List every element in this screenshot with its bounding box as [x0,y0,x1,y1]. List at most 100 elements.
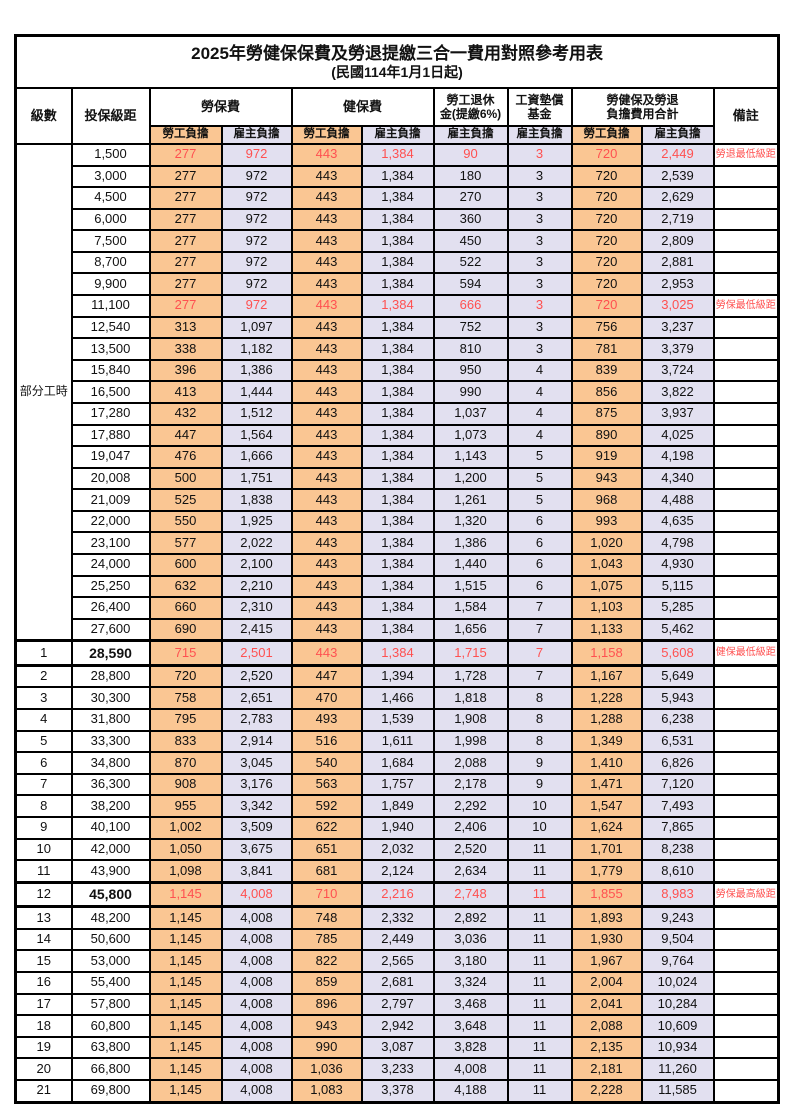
level-cell: 1 [14,639,73,667]
bracket-cell: 30,300 [70,686,151,711]
cell: 180 [432,164,509,189]
cell: 2,178 [432,772,509,797]
cell: 720 [570,294,643,318]
cell: 11 [506,1035,573,1060]
cell: 4,008 [220,880,293,909]
bracket-cell: 33,300 [70,729,151,754]
cell: 1,384 [360,272,435,297]
cell: 270 [432,186,509,210]
cell: 3,087 [360,1035,435,1060]
remark-cell [712,1035,780,1060]
table-row: 16 55,400 1,145 4,008 859 2,681 3,324 11 2,004 10… [14,971,780,995]
table-row: 22,000 550 1,925 443 1,384 1,320 6 993 4,635 [16,509,780,534]
cell: 2,539 [640,164,715,189]
remark-cell [712,358,780,383]
cell: 1,384 [360,207,435,232]
remark-cell [712,859,780,884]
table-row: 19 63,800 1,145 4,008 990 3,087 3,828 11 2,135 10… [14,1035,780,1060]
table-row: 部分工時 1,500 277 972 443 1,384 90 3 720 2,449 勞退最低級距 [14,143,780,642]
cell: 443 [290,315,363,340]
cell: 660 [148,596,223,620]
bracket-cell: 11,100 [70,294,151,318]
cell: 1,145 [148,905,223,930]
cell: 1,384 [360,358,435,383]
remark-cell [712,729,780,754]
table-row: 21,009 525 1,838 443 1,384 1,261 5 968 4,488 [16,488,780,512]
cell: 870 [148,751,223,775]
bracket-cell: 6,000 [70,207,151,232]
cell: 990 [290,1035,363,1060]
cell: 2,520 [432,837,509,862]
remark-cell [712,186,780,210]
cell: 447 [148,423,223,448]
cell: 1,466 [360,686,435,711]
cell: 1,384 [360,143,435,167]
table-row: 26,400 660 2,310 443 1,384 1,584 7 1,103 5,285 [16,596,780,620]
cell: 4,008 [220,992,293,1017]
cell: 5 [506,488,573,512]
cell: 3 [506,315,573,340]
cell: 11 [506,949,573,974]
cell: 10,934 [640,1035,715,1060]
cell: 1,684 [360,751,435,775]
bracket-cell: 26,400 [70,596,151,620]
subheader-labor-employee: 勞工負擔 [148,125,223,145]
cell: 2,088 [570,1014,643,1038]
table-row: 8 38,200 955 3,342 592 1,849 2,292 10 1,547 7,493 [14,794,780,818]
cell: 2,124 [360,859,435,884]
cell: 972 [220,294,293,318]
cell: 3 [506,186,573,210]
level-cell: 4 [14,708,73,732]
level-cell: 18 [14,1014,73,1038]
cell: 9,504 [640,927,715,952]
cell: 3,822 [640,380,715,404]
bracket-cell: 23,100 [70,531,151,555]
cell: 7 [506,596,573,620]
cell: 443 [290,401,363,426]
cell: 810 [432,337,509,361]
cell: 277 [148,272,223,297]
cell: 1,384 [360,294,435,318]
bracket-cell: 31,800 [70,708,151,732]
cell: 1,036 [290,1057,363,1081]
cell: 3 [506,294,573,318]
cell: 443 [290,531,363,555]
cell: 277 [148,186,223,210]
wage-fund-line2: 基金 [527,107,552,121]
wage-fund-line1: 工資墊償 [515,92,564,107]
level-cell: 8 [14,794,73,818]
cell: 1,097 [220,315,293,340]
cell: 8 [506,708,573,732]
level-cell: 19 [14,1035,73,1060]
cell: 1,849 [360,794,435,818]
bracket-cell: 36,300 [70,772,151,797]
cell: 516 [290,729,363,754]
cell: 6 [506,553,573,577]
cell: 443 [290,272,363,297]
cell: 2,565 [360,949,435,974]
remark-cell [712,423,780,448]
cell: 720 [148,664,223,689]
cell: 955 [148,794,223,818]
bracket-cell: 9,900 [70,272,151,297]
level-cell: 15 [14,949,73,974]
table-row: 20,008 500 1,751 443 1,384 1,200 5 943 4,340 [16,466,780,491]
remark-cell [712,992,780,1017]
cell: 10,024 [640,971,715,995]
table-row: 1 28,590 715 2,501 443 1,384 1,715 7 1,158 5,608 健… [14,639,780,667]
pension-line1: 勞工退休 [446,92,495,107]
cell: 1,701 [570,837,643,862]
cell: 443 [290,423,363,448]
cell: 1,940 [360,815,435,840]
cell: 443 [290,596,363,620]
cell: 1,547 [570,794,643,818]
bracket-cell: 66,800 [70,1057,151,1081]
column-header-wage-fund: 工資墊償 基金 [506,87,573,127]
cell: 4,008 [220,1035,293,1060]
level-cell: 14 [14,927,73,952]
cell: 2,651 [220,686,293,711]
table-row: 9,900 277 972 443 1,384 594 3 720 2,953 [16,272,780,297]
cell: 3,025 [640,294,715,318]
cell: 1,715 [432,639,509,667]
table-row: 8,700 277 972 443 1,384 522 3 720 2,881 [16,250,780,275]
